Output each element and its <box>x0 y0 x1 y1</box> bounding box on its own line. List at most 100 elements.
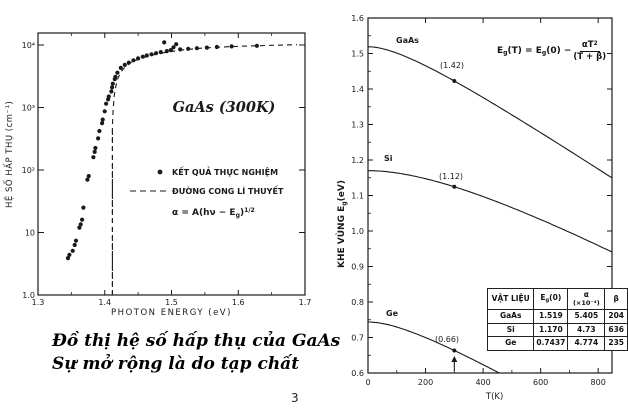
curve-Si <box>368 170 613 253</box>
bandgap-chart: 1.6 1.5 1.4 1.3 1.2 1.1 1.0 0.9 0.8 0.7 0.60 200 400… <box>335 14 613 402</box>
data-point <box>149 52 154 57</box>
x-tick-label: 1.5 <box>165 298 178 307</box>
equation-numerator: αT2 <box>579 40 600 52</box>
table-cell: 1.519 <box>533 309 569 324</box>
point-label-gaas: (1.42) <box>440 61 464 70</box>
marked-point-GaAs <box>452 79 457 83</box>
series-label-ge: Ge <box>386 309 399 318</box>
data-point <box>110 85 115 90</box>
table-cell: Si <box>486 322 535 338</box>
y-axis-title: HỆ SỐ HẤP THỤ (cm⁻¹) <box>2 101 15 208</box>
data-point <box>194 46 199 51</box>
caption-line-2: Sự mở rộng là do tạp chất <box>52 354 300 374</box>
figure-caption: Đồ thị hệ số hấp thụ của GaAs Sự mở rộng… <box>52 330 340 376</box>
data-point <box>77 225 82 230</box>
table-row: GaAs 1.519 5.405 204 <box>486 309 628 324</box>
x-tick-label: 200 <box>418 378 433 387</box>
table-cell: 204 <box>604 309 628 324</box>
y-tick-label: 1.4 <box>351 85 364 94</box>
plot-frame <box>37 32 306 296</box>
data-point <box>229 44 234 49</box>
y-tick-label: 0.9 <box>351 263 364 272</box>
data-point <box>96 136 101 141</box>
table-cell: 1.170 <box>533 322 569 338</box>
x-tick-label: 0 <box>365 378 370 387</box>
data-point <box>72 242 77 248</box>
y-tick-label: 10³ <box>22 104 35 113</box>
data-point <box>78 222 83 227</box>
x-tick-label: 400 <box>475 378 490 387</box>
data-point <box>85 177 90 182</box>
table-header-beta: β <box>604 287 628 311</box>
table-cell: 636 <box>604 322 628 338</box>
legend-dot <box>157 169 163 175</box>
table-cell: 0.7437 <box>533 336 569 351</box>
legend-equation: α = A(hν − Eg)1/2 <box>172 207 255 219</box>
page-number: 3 <box>291 391 299 405</box>
y-tick-label: 1.1 <box>351 192 364 201</box>
y-tick-label: 10 <box>25 229 35 238</box>
chart-title: GaAs (300K) <box>173 99 276 116</box>
curve-GaAs <box>368 46 613 179</box>
curve-Ge <box>368 321 500 374</box>
equation-fraction: αT2 (T + β) <box>573 41 606 61</box>
data-point <box>86 174 91 179</box>
data-point <box>102 109 107 114</box>
table-header-alpha: α (×10⁻⁴) <box>567 287 606 311</box>
data-point <box>100 121 105 126</box>
data-point <box>131 58 136 63</box>
data-point <box>80 217 85 222</box>
y-tick-label: 1.5 <box>351 50 364 59</box>
table-header-material: VẬT LIỆU <box>486 287 535 311</box>
table-cell: 4.73 <box>567 322 606 338</box>
varshni-equation: Eg(T) = Eg(0) − αT2 (T + β) <box>497 41 606 61</box>
data-point <box>113 74 118 79</box>
data-point <box>104 101 109 106</box>
x-axis-title: PHOTON ENERGY (eV) <box>111 308 232 318</box>
table-row: Si 1.170 4.73 636 <box>486 322 628 338</box>
point-label-ge: (0.66) <box>435 335 459 344</box>
data-point <box>140 54 145 59</box>
table-cell: GaAs <box>486 309 535 324</box>
data-point <box>118 65 123 70</box>
x-axis-title: T(K) <box>485 392 503 402</box>
t300-arrow-head <box>451 356 458 362</box>
data-point <box>93 145 98 151</box>
legend-experimental-label: KẾT QUẢ THỰC NGHIỆM <box>172 165 278 177</box>
y-tick-label: 0.7 <box>351 334 364 343</box>
table-cell: 5.405 <box>567 309 606 324</box>
data-point <box>70 248 75 253</box>
equation-lhs: Eg(T) = Eg(0) − <box>497 45 572 57</box>
data-point <box>67 252 72 257</box>
y-tick-label: 1.6 <box>351 14 364 23</box>
table-header-eg0: Eg(0) <box>533 287 569 311</box>
data-point <box>106 94 111 99</box>
x-tick-label: 1.7 <box>299 298 312 307</box>
marked-point-Ge <box>452 348 457 353</box>
data-point <box>115 70 120 75</box>
material-parameters-table: VẬT LIỆU Eg(0) α (×10⁻⁴) β GaAs 1.519 5.405 204 S… <box>486 287 628 351</box>
equation-denominator: (T + β) <box>573 51 607 62</box>
data-point <box>100 117 105 122</box>
y-tick-label: 1.0 <box>22 291 35 300</box>
data-point <box>110 81 115 86</box>
theory-curve <box>111 44 298 295</box>
y-tick-label: 10⁴ <box>22 41 35 50</box>
series-label-gaas: GaAs <box>396 36 419 45</box>
table-cell: 235 <box>604 336 628 351</box>
caption-line-1: Đồ thị hệ số hấp thụ của GaAs <box>52 331 341 351</box>
data-point <box>162 40 167 45</box>
data-point <box>174 42 179 47</box>
data-point <box>171 45 176 50</box>
parameters-table: VẬT LIỆU Eg(0) α (×10⁻⁴) β GaAs 1.519 5.405 204 S… <box>486 287 628 351</box>
y-tick-label: 10² <box>22 166 35 175</box>
absorption-chart: 1.3 1.4 1.5 1.6 1.7 10⁴ 10³ 10² 10 1.0 PHOTON ENER… <box>2 32 312 318</box>
data-point <box>109 89 114 94</box>
data-point <box>178 47 183 52</box>
x-tick-label: 1.6 <box>232 298 245 307</box>
data-point <box>81 205 86 210</box>
y-tick-label: 0.8 <box>351 298 364 307</box>
y-axis-title: KHE VÙNG Eg(eV) <box>335 180 348 268</box>
table-row: Ge 0.7437 4.774 235 <box>486 336 628 351</box>
